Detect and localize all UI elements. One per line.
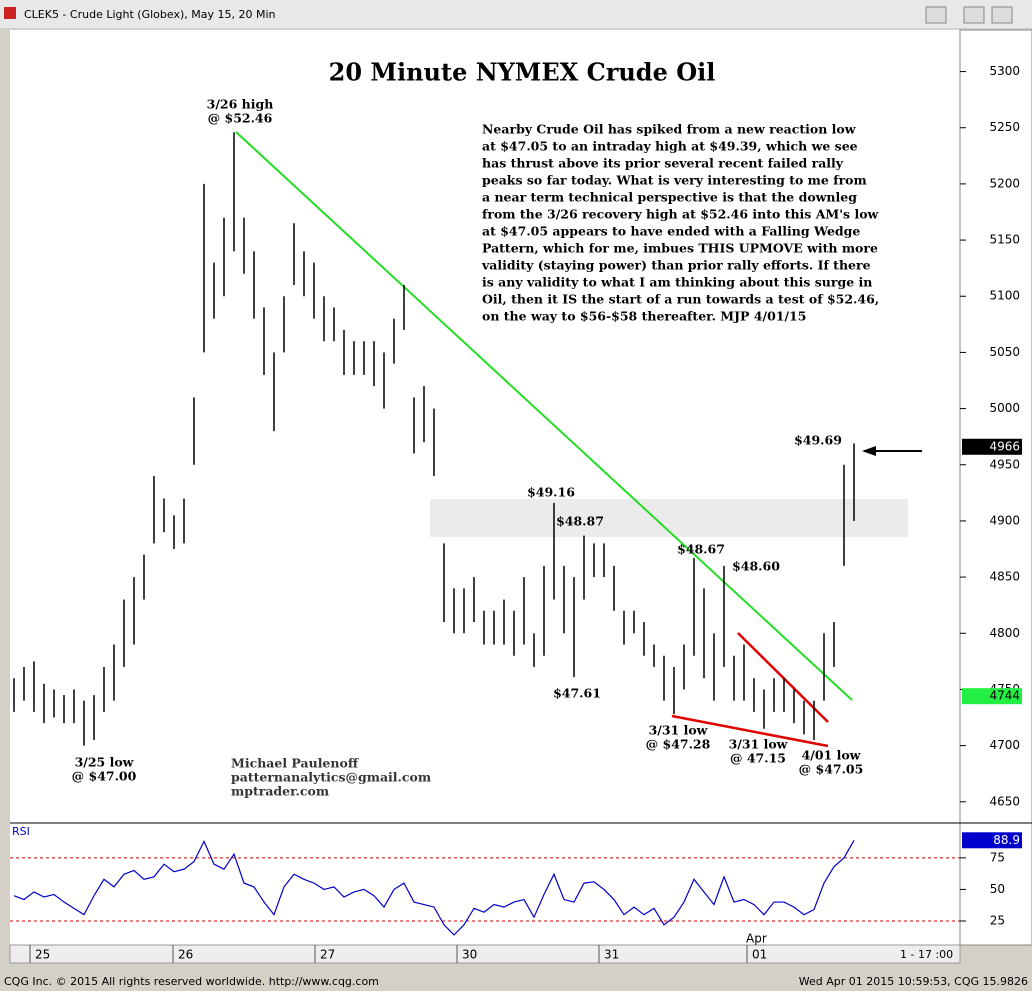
y-tick-label: 5250: [989, 120, 1020, 134]
commentary-line: on the way to $56-$58 thereafter. MJP 4/…: [482, 309, 806, 324]
axis-price-label: 4966: [989, 439, 1020, 453]
status-bar: [0, 966, 1032, 991]
session-label: 1 - 17 :00: [900, 948, 953, 961]
commentary-line: a near term technical perspective is tha…: [482, 190, 857, 205]
plot-area: [10, 30, 960, 945]
commentary-line: from the 3/26 recovery high at $52.46 in…: [482, 207, 880, 222]
chart-title: 20 Minute NYMEX Crude Oil: [329, 58, 716, 87]
price-axis: [959, 29, 1032, 946]
annotation: @ $52.46: [208, 111, 273, 126]
commentary-line: has thrust above its prior several recen…: [482, 156, 844, 171]
y-tick-label: 4700: [989, 738, 1020, 752]
annotation: @ $47.00: [72, 769, 137, 784]
title-bar: [0, 0, 1032, 28]
commentary-line: at $47.05 appears to have ended with a F…: [482, 224, 860, 239]
y-tick-label: 50: [990, 882, 1005, 896]
downtrend-line: [235, 131, 853, 701]
y-tick-label: 75: [990, 850, 1005, 864]
y-tick-label: 5300: [989, 64, 1020, 78]
rsi-title: RSI: [12, 825, 30, 838]
axis-price-box: [962, 438, 1022, 455]
status-left: CQG Inc. © 2015 All rights reserved worl…: [4, 975, 379, 988]
annotation: 3/31 low: [729, 737, 789, 752]
annotation: 3/26 high: [207, 97, 274, 112]
commentary-line: Nearby Crude Oil has spiked from a new r…: [482, 122, 857, 137]
date-label: 25: [35, 948, 50, 962]
close-button[interactable]: [991, 6, 1013, 24]
month-label: Apr: [746, 932, 767, 946]
annotation: 4/01 low: [802, 748, 862, 763]
y-tick-label: 4650: [989, 794, 1020, 808]
commentary-line: peaks so far today. What is very interes…: [482, 173, 867, 188]
date-label: 31: [604, 948, 619, 962]
wedge-lower-line: [671, 714, 829, 748]
axis-price-label: 4744: [989, 689, 1020, 703]
annotation: @ $47.28: [646, 737, 711, 752]
y-tick-label: 4900: [989, 513, 1020, 527]
rsi-last-box: [962, 832, 1022, 849]
y-tick-label: 4850: [989, 570, 1020, 584]
status-right: Wed Apr 01 2015 10:59:53, CQG 15.9826: [799, 975, 1028, 988]
annotation: 3/31 low: [649, 723, 709, 738]
y-tick-label: 5100: [989, 289, 1020, 303]
author-line: mptrader.com: [231, 784, 329, 799]
commentary-line: Oil, then it IS the start of a run towar…: [482, 292, 879, 307]
annotation: $48.60: [732, 559, 780, 574]
annotation: 3/25 low: [75, 755, 135, 770]
pointer-arrowhead: [862, 446, 876, 456]
y-tick-label: 5000: [989, 401, 1020, 415]
y-tick-label: 4800: [989, 626, 1020, 640]
annotation: $48.87: [556, 514, 604, 529]
commentary-line: Pattern, which for me, imbues THIS UPMOV…: [482, 241, 878, 256]
wedge-upper-line: [737, 632, 829, 723]
y-tick-label: 5050: [989, 345, 1020, 359]
date-strip: [9, 944, 961, 964]
minimize-button[interactable]: [925, 6, 947, 24]
window-title: CLEK5 - Crude Light (Globex), May 15, 20…: [24, 8, 276, 21]
rsi-last-label: 88.9: [993, 833, 1020, 847]
y-tick-label: 5150: [989, 233, 1020, 247]
app-icon: [4, 7, 16, 19]
author-line: Michael Paulenoff: [231, 756, 359, 771]
y-tick-label: 4950: [989, 457, 1020, 471]
annotation: $47.61: [553, 686, 601, 701]
date-label: 30: [462, 948, 477, 962]
date-label: 26: [178, 948, 193, 962]
y-tick-label: 5200: [989, 176, 1020, 190]
commentary-line: at $47.05 to an intraday high at $49.39,…: [482, 139, 858, 154]
rsi-line: [13, 839, 855, 936]
annotation: $48.67: [677, 542, 725, 557]
annotation: @ $47.05: [799, 762, 864, 777]
y-tick-label: 25: [990, 914, 1005, 928]
author-line: patternanalytics@gmail.com: [231, 770, 431, 785]
annotation: $49.69: [794, 433, 842, 448]
date-label: 27: [320, 948, 335, 962]
date-label: 01: [752, 948, 767, 962]
maximize-button[interactable]: [963, 6, 985, 24]
axis-price-box: [962, 688, 1022, 705]
annotation: $49.16: [527, 485, 575, 500]
commentary-line: validity (staying power) than prior rall…: [481, 258, 871, 273]
annotation: @ 47.15: [730, 751, 786, 766]
commentary-line: is any validity to what I am thinking ab…: [482, 275, 872, 290]
